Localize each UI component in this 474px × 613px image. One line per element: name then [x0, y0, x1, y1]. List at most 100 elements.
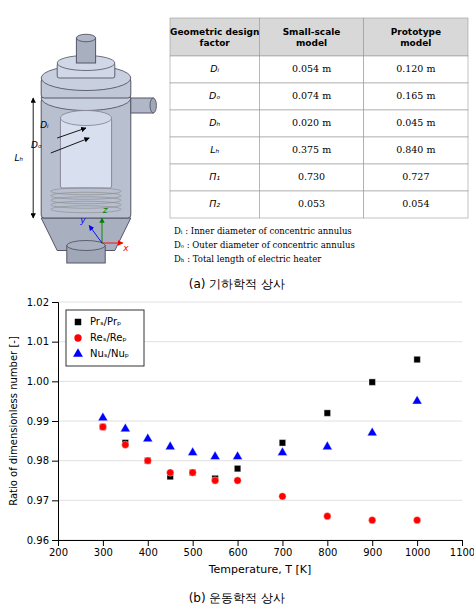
table-cell	[170, 83, 259, 110]
tick: 1.02	[27, 297, 58, 308]
x-axis: 20030040050060070080090010001100	[49, 540, 474, 558]
point	[189, 469, 196, 476]
tick: 0.98	[27, 455, 58, 466]
tick-mark	[52, 500, 58, 501]
point	[189, 469, 195, 475]
table-cell	[364, 137, 468, 164]
table-cell-text: 0.054 m	[292, 63, 331, 74]
point	[369, 517, 376, 524]
grid-line	[58, 381, 462, 382]
point	[99, 423, 106, 430]
tick-label: 600	[229, 547, 248, 558]
tick-mark	[417, 540, 418, 546]
table-cell-text: 0.165 m	[396, 90, 435, 101]
point	[414, 356, 420, 362]
dimension-arrow	[57, 128, 86, 138]
tick: 1.01	[27, 336, 58, 347]
table-cell	[259, 56, 363, 83]
vessel-schematic: LₕDᵢDₒxzy	[14, 34, 156, 263]
vessel-inner	[60, 118, 111, 188]
diagram-label: Dᵢ	[40, 120, 49, 130]
table-header-cell	[170, 18, 259, 56]
legend: Prₛ/Prₚ Reₛ/Reₚ Nuₛ/Nuₚ	[66, 310, 144, 366]
table-cell-text: Lₕ	[210, 144, 219, 155]
table-header-cell	[259, 18, 363, 56]
coordinate-arrow	[89, 226, 102, 244]
tick: 1000	[405, 540, 430, 558]
tick-label: 1000	[405, 547, 430, 558]
diagram-label: z	[102, 205, 108, 215]
tick-label: 0.96	[27, 535, 49, 546]
grid-line	[58, 302, 462, 303]
tick-label: 0.97	[27, 495, 49, 506]
tick: 800	[318, 540, 337, 558]
tick-label: 1100	[450, 547, 474, 558]
table-cell	[364, 191, 468, 218]
table-cell	[259, 191, 363, 218]
footnote: Dₕ : Total length of electric heater	[174, 254, 322, 264]
legend-label: Nuₛ/Nuₚ	[90, 348, 129, 359]
tick-label: 300	[94, 547, 113, 558]
heater-coil	[51, 188, 121, 195]
table-cell	[170, 137, 259, 164]
point	[413, 517, 420, 524]
tick: 1100	[450, 540, 474, 558]
point	[145, 457, 151, 463]
tick-mark	[52, 342, 58, 343]
point	[167, 469, 174, 476]
tick-label: 700	[273, 547, 292, 558]
diagram-label: x	[122, 243, 129, 253]
heater-coil	[51, 197, 121, 204]
vessel-body	[41, 98, 131, 218]
tick-label: 1.01	[27, 336, 49, 347]
tick-mark	[52, 540, 58, 541]
vessel-pipe-top	[76, 34, 95, 42]
points	[98, 356, 422, 524]
tick-mark	[52, 421, 58, 422]
tick-label: 500	[184, 547, 203, 558]
y-axis: 0.96 0.97 0.98 0.99 1.00 1.01 1.02	[27, 297, 59, 546]
heater-coil	[51, 201, 121, 208]
vessel-cone	[41, 218, 131, 251]
table-cell-text: Π₁	[209, 171, 220, 182]
footnote: Dᵢ : Inner diameter of concentric annulu…	[174, 226, 352, 236]
tick: 200	[49, 540, 68, 558]
table-header: Geometric designfactor	[170, 26, 259, 47]
legend-label: Prₛ/Prₚ	[90, 316, 121, 327]
table-cell-text: Π₂	[209, 198, 220, 209]
point	[324, 410, 330, 416]
series	[98, 395, 422, 459]
diagram-label: Lₕ	[14, 153, 23, 163]
legend-symbol	[75, 319, 81, 325]
scatter-chart: 200300400500600700800900100011000.960.97…	[8, 297, 474, 576]
vessel-inner-top	[60, 111, 111, 126]
tick-mark	[52, 461, 58, 462]
dimension-arrow	[51, 138, 89, 153]
x-axis-title: Temperature, T [K]	[208, 563, 312, 576]
tick-mark	[462, 540, 463, 546]
point	[324, 513, 331, 520]
table-cell-text: 0.120 m	[396, 63, 435, 74]
tick-label: 0.99	[27, 416, 49, 427]
point	[120, 423, 130, 432]
table-cell-text: 0.053	[298, 198, 325, 209]
table-cell	[364, 110, 468, 137]
tick-mark	[52, 381, 58, 382]
point	[233, 451, 243, 460]
tick: 1.00	[27, 376, 58, 387]
table-cell-text: 0.054	[402, 198, 429, 209]
series	[100, 356, 421, 481]
legend-label: Reₛ/Reₚ	[90, 332, 127, 343]
table-cell	[170, 56, 259, 83]
tick: 400	[139, 540, 158, 558]
tick-label: 0.98	[27, 455, 49, 466]
tick: 0.97	[27, 495, 58, 506]
tick: 600	[229, 540, 248, 558]
table-cell	[259, 83, 363, 110]
table-cell-text: 0.727	[402, 171, 429, 182]
table-cell-text: 0.020 m	[292, 117, 331, 128]
tick-label: 1.00	[27, 376, 49, 387]
point	[279, 440, 285, 446]
caption: (b) 운동학적 상사	[189, 591, 286, 605]
table-cell-text: Dₕ	[209, 117, 220, 128]
